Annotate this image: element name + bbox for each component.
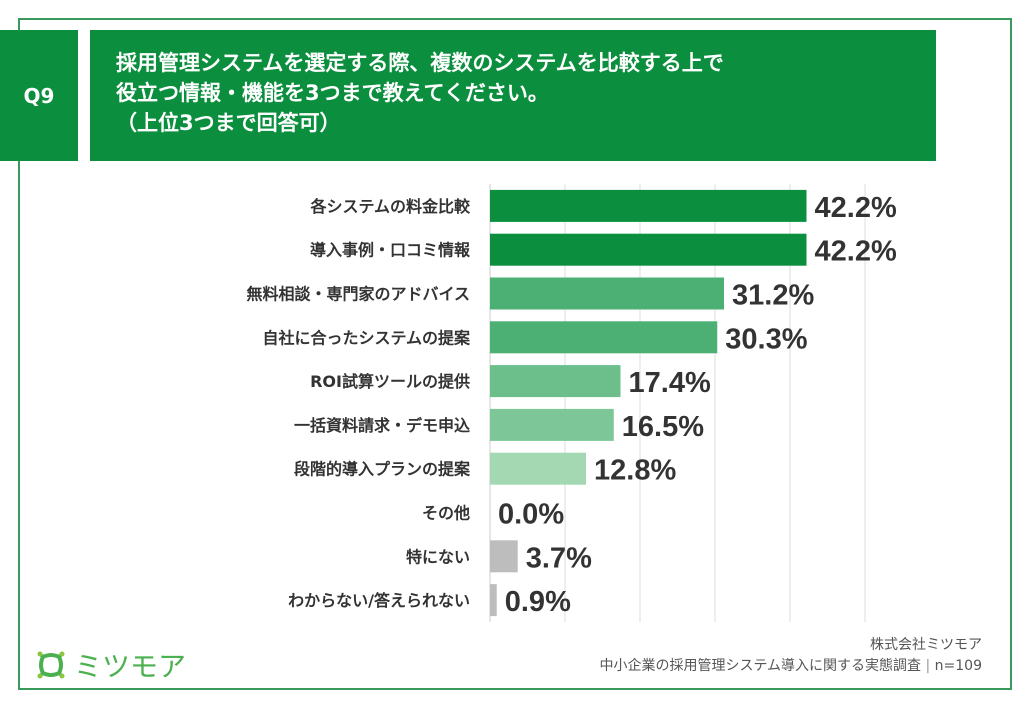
category-label: 自社に合ったシステムの提案 — [262, 328, 471, 347]
value-label: 12.8% — [594, 455, 676, 487]
category-label: わからない/答えられない — [288, 591, 470, 610]
category-label: その他 — [422, 504, 470, 523]
value-label: 31.2% — [732, 280, 814, 312]
credit: 株式会社ミツモア 中小企業の採用管理システム導入に関する実態調査 | n=109 — [599, 637, 982, 674]
category-label: 段階的導入プランの提案 — [294, 460, 471, 479]
category-label: 無料相談・専門家のアドバイス — [246, 285, 470, 304]
bar — [490, 408, 614, 441]
bar — [490, 233, 807, 266]
value-label: 30.3% — [725, 323, 807, 355]
bar — [490, 452, 586, 485]
bar — [490, 584, 497, 617]
value-label: 3.7% — [526, 542, 592, 574]
value-label: 42.2% — [815, 236, 897, 268]
value-label: 16.5% — [622, 411, 704, 443]
company-name: 株式会社ミツモア — [870, 637, 982, 653]
question-title: 採用管理システムを選定する際、複数のシステムを比較する上で 役立つ情報・機能を3… — [90, 30, 936, 161]
title-line: （上位3つまで回答可） — [116, 111, 341, 135]
bar — [490, 277, 724, 310]
category-label: 各システムの料金比較 — [309, 197, 471, 216]
title-line: 採用管理システムを選定する際、複数のシステムを比較する上で — [116, 51, 724, 75]
bar — [490, 321, 718, 354]
value-label: 0.0% — [498, 499, 564, 531]
logo-icon — [37, 651, 65, 679]
value-label: 42.2% — [815, 192, 897, 224]
bar — [490, 540, 518, 573]
value-label: 0.9% — [505, 586, 571, 618]
question-number: Q9 — [0, 30, 78, 161]
logo-text: ミツモア — [74, 650, 187, 683]
category-label: 一括資料請求・デモ申込 — [294, 416, 470, 435]
chart-frame — [18, 18, 1012, 690]
bar — [490, 189, 807, 222]
logo: ミツモア — [36, 645, 186, 685]
value-label: 17.4% — [629, 367, 711, 399]
bar — [490, 365, 621, 398]
category-label: 導入事例・口コミ情報 — [310, 241, 471, 260]
title-line: 役立つ情報・機能を3つまで教えてください。 — [116, 81, 549, 105]
sample-size: n=109 — [934, 658, 982, 674]
category-label: 特にない — [406, 547, 470, 566]
survey-name: 中小企業の採用管理システム導入に関する実態調査 — [599, 658, 922, 674]
category-label: ROI試算ツールの提供 — [310, 372, 470, 391]
